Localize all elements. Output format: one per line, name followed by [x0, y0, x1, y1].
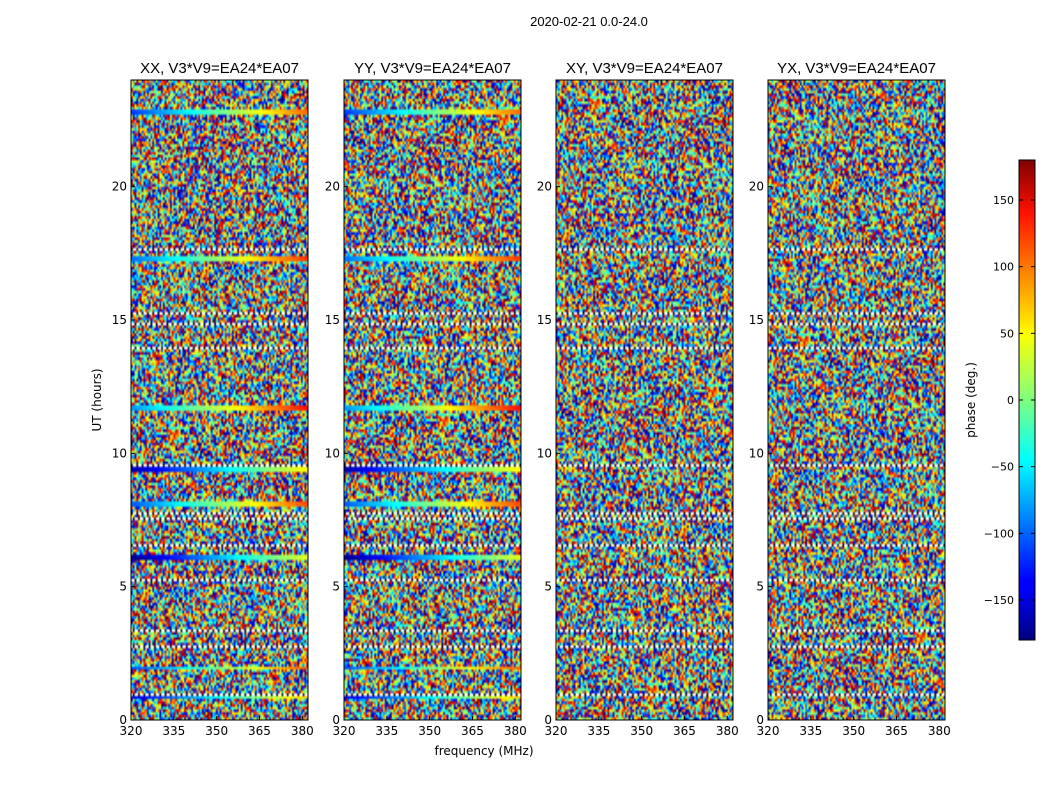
panel-1-ytick-label-2: 10	[325, 446, 340, 460]
panel-0-xtick-label-4: 380	[291, 724, 314, 738]
panel-1-xtick-label-4: 380	[504, 724, 527, 738]
panel-3-xtick-label-3: 365	[885, 724, 908, 738]
colorbar-tick-label-4: −50	[991, 461, 1014, 474]
panel-3-ytick-label-1: 5	[756, 580, 764, 594]
panel-0-ytick-label-3: 15	[112, 313, 127, 327]
colorbar-tick-label-0: 150	[993, 194, 1014, 207]
panel-1-frame	[343, 79, 522, 721]
panel-3-xtick-label-4: 380	[928, 724, 951, 738]
panel-1-ytick-label-4: 20	[325, 180, 340, 194]
panel-0-heatmap-raster	[131, 80, 308, 720]
panel-2-xtick-label-0: 320	[545, 724, 568, 738]
panel-2-ytick-label-3: 15	[537, 313, 552, 327]
panel-0-ytick-label-0: 0	[119, 713, 127, 727]
panel-2-ytick-label-4: 20	[537, 180, 552, 194]
panel-0-xtick-label-2: 350	[205, 724, 228, 738]
panel-0-xtick-label-3: 365	[248, 724, 271, 738]
panel-2-ytick-label-2: 10	[537, 446, 552, 460]
panel-0-xtick-label-1: 335	[162, 724, 185, 738]
panel-2-xtick-label-3: 365	[673, 724, 696, 738]
panel-2-ytick-label-0: 0	[544, 713, 552, 727]
panel-2-xtick-label-4: 380	[716, 724, 739, 738]
colorbar-ticks: 150 100 50 0 −50 −100 −150	[984, 194, 1035, 607]
colorbar: 150 100 50 0 −50 −100 −150 phase (deg.)	[964, 159, 1036, 641]
colorbar-tick-label-3: 0	[1007, 394, 1014, 407]
panel-3-ytick-label-0: 0	[756, 713, 764, 727]
panel-1-ytick-label-0: 0	[332, 713, 340, 727]
panel-0: XX, V3*V9=EA24*EA07 320 335 350 365 380 0 5 10 15…	[112, 60, 314, 738]
panel-3: YX, V3*V9=EA24*EA07 320 335 350 365 380 0 5 10 15…	[749, 60, 951, 738]
panel-1-title: YY, V3*V9=EA24*EA07	[354, 60, 511, 77]
panel-0-xtick-label-0: 320	[120, 724, 143, 738]
panel-3-frame	[767, 79, 946, 721]
colorbar-tick-label-5: −100	[984, 527, 1014, 540]
panel-1-xtick-label-1: 335	[375, 724, 398, 738]
panel-1-xtick-label-2: 350	[418, 724, 441, 738]
panel-3-title: YX, V3*V9=EA24*EA07	[777, 60, 936, 77]
panel-0-ytick-label-2: 10	[112, 446, 127, 460]
panel-3-ytick-label-2: 10	[749, 446, 764, 460]
panel-1-ytick-label-3: 15	[325, 313, 340, 327]
panel-2-xtick-label-1: 335	[587, 724, 610, 738]
panel-3-heatmap-raster	[768, 80, 945, 720]
panel-0-ytick-label-4: 20	[112, 180, 127, 194]
panel-2-xtick-label-2: 350	[630, 724, 653, 738]
panel-0-ytick-label-1: 5	[119, 580, 127, 594]
y-axis-label: UT (hours)	[90, 368, 104, 431]
panel-0-title: XX, V3*V9=EA24*EA07	[140, 60, 299, 77]
panel-3-xtick-label-0: 320	[757, 724, 780, 738]
figure-title: 2020-02-21 0.0-24.0	[530, 14, 648, 29]
x-axis-label: frequency (MHz)	[434, 744, 533, 758]
panel-2-frame	[555, 79, 734, 721]
panels-group: XX, V3*V9=EA24*EA07 320 335 350 365 380 0 5 10 15…	[112, 60, 951, 738]
panel-2-ytick-label-1: 5	[544, 580, 552, 594]
panel-3-ytick-label-3: 15	[749, 313, 764, 327]
panel-2-heatmap-raster	[556, 80, 733, 720]
colorbar-tick-label-6: −150	[984, 594, 1014, 607]
panel-1-xtick-label-0: 320	[333, 724, 356, 738]
panel-2-title: XY, V3*V9=EA24*EA07	[566, 60, 723, 77]
panel-2: XY, V3*V9=EA24*EA07 320 335 350 365 380 0 5 10 15…	[537, 60, 739, 738]
colorbar-label: phase (deg.)	[964, 362, 978, 438]
panel-3-xtick-label-2: 350	[842, 724, 865, 738]
colorbar-tick-label-1: 100	[993, 261, 1014, 274]
panel-1-xtick-label-3: 365	[461, 724, 484, 738]
panel-1-ytick-label-1: 5	[332, 580, 340, 594]
panel-0-frame	[130, 79, 309, 721]
panel-1: YY, V3*V9=EA24*EA07 320 335 350 365 380 0 5 10 15…	[325, 60, 527, 738]
panel-3-ytick-label-4: 20	[749, 180, 764, 194]
panel-3-xtick-label-1: 335	[799, 724, 822, 738]
panel-1-heatmap-raster	[344, 80, 521, 720]
colorbar-tick-label-2: 50	[1000, 327, 1014, 340]
